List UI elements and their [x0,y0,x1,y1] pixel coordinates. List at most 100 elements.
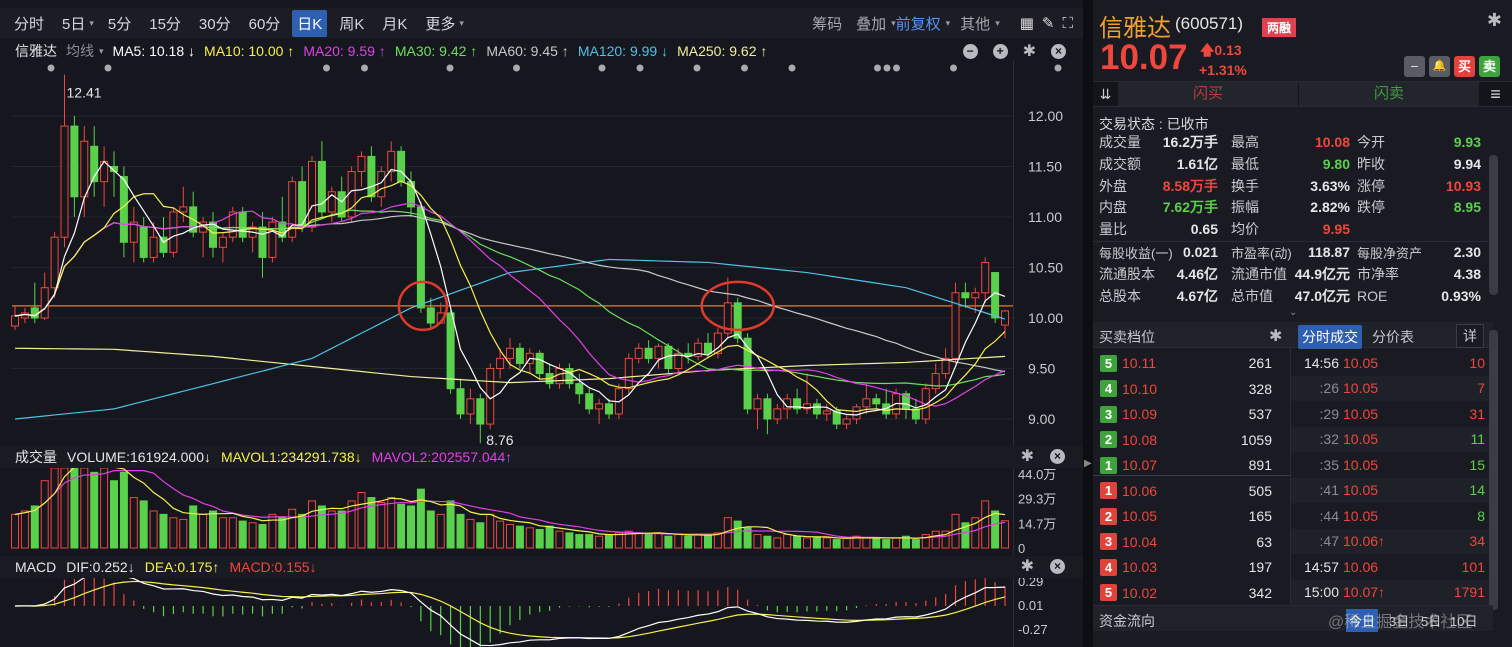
period-tab-3[interactable]: 15分 [149,15,181,33]
volume-bar [90,471,99,549]
overlay-button[interactable]: 叠加 [856,15,887,33]
candle [674,348,683,374]
period-tab-1[interactable]: 5日 [62,15,86,33]
bid-row[interactable]: 2 10.05 165 [1093,505,1290,527]
period-tab-7[interactable]: 周K [339,15,365,33]
tab-price-table[interactable]: 分价表 [1372,329,1414,345]
chevron-down-icon[interactable]: ▾ [99,45,104,56]
candle [466,388,475,425]
bid-row[interactable]: 5 10.02 342 [1093,582,1290,604]
flash-sell-button[interactable]: 闪卖 [1299,82,1479,106]
volume-bar [70,468,79,549]
price-chart[interactable]: 12.00 11.50 11.00 10.50 10.00 9.50 9.00 12.41 8.… [0,60,1083,446]
other-button[interactable]: 其他 [960,15,991,33]
tab-today[interactable]: 今日 [1346,609,1379,632]
tab-time-sales[interactable]: 分时成交 [1298,325,1362,349]
collapse-arrow-icon[interactable]: ▶ [1084,458,1092,469]
gear-icon[interactable]: ✱ [1486,10,1502,30]
price-tick-label: 11.00 [1028,209,1062,225]
chips-button[interactable]: 筹码 [812,15,843,33]
detail-button[interactable]: 详 [1456,324,1484,348]
macd-chart[interactable]: 0.29 0.01 -0.27 [0,578,1083,647]
bid-row[interactable]: 3 10.04 63 [1093,531,1290,553]
volume-chart[interactable]: 44.0万 29.3万 14.7万 0 [0,468,1083,555]
candle [941,348,950,379]
bid-row[interactable]: 1 10.06 505 [1093,480,1290,502]
fullscreen-icon[interactable]: ⛶ [1062,14,1073,32]
sell-button[interactable]: 卖 [1479,56,1500,77]
tab-3day[interactable]: 3日 [1389,614,1410,629]
flash-buy-button[interactable]: 闪买 [1118,82,1298,106]
gear-icon[interactable]: ✱ [1269,328,1283,345]
candle [713,328,722,359]
stat-value: 9.93 [1453,134,1481,150]
candle-body [605,403,613,415]
stat-value: 9.80 [1322,155,1350,172]
candle [872,393,881,409]
period-tab-5[interactable]: 60分 [248,15,281,33]
chevron-down-icon[interactable]: ▾ [995,17,1000,28]
ask-row[interactable]: 1 10.07 891 [1093,454,1290,476]
stat-label: 今开 [1357,134,1385,150]
bid-row[interactable]: 4 10.03 197 [1093,556,1290,578]
volume-title[interactable]: 成交量 [15,449,57,465]
tab-5day[interactable]: 5日 [1421,614,1442,629]
chevron-down-icon[interactable]: ▾ [891,17,896,28]
candle [40,272,49,321]
zoom-in-icon[interactable]: + [992,44,1008,59]
candle-body [278,221,287,238]
close-icon[interactable]: × [1050,559,1065,574]
ask-row[interactable]: 5 10.11 261 [1093,352,1290,374]
menu-icon[interactable]: ≡ [1490,84,1501,104]
candle-body [367,155,376,198]
panel-splitter[interactable]: ▶ [1083,0,1093,647]
chevron-down-icon[interactable]: ▾ [945,17,951,28]
period-tab-8[interactable]: 月K [382,15,408,33]
stat-label: 量比 [1099,221,1127,238]
buy-button[interactable]: 买 [1454,56,1475,77]
chevron-down-icon[interactable]: ⌄ [1289,307,1298,318]
candle [149,222,158,263]
period-tab-6[interactable]: 日K [292,9,328,37]
close-icon[interactable]: × [1051,44,1066,59]
volume-bar [416,488,425,549]
scrollbar[interactable] [1489,330,1498,610]
stats-row: 总股本 4.67亿 总市值 47.0亿元 ROE 0.93% [1093,286,1488,306]
candle-body [783,398,792,410]
period-tab-4[interactable]: 30分 [198,15,231,33]
gear-icon[interactable]: ✱ [1020,448,1034,465]
level-badge: 2 [1100,507,1117,525]
order-price: 10.10 [1122,380,1158,397]
gear-icon[interactable]: ✱ [1022,43,1036,60]
close-icon[interactable]: × [1050,449,1065,464]
ask-row[interactable]: 3 10.09 537 [1093,403,1290,425]
chevron-down-icon[interactable]: ▾ [89,17,94,28]
expand-icon[interactable]: ⇊ [1099,86,1112,102]
adjust-button[interactable]: 前复权 [895,15,941,33]
ask-row[interactable]: 2 10.08 1059 [1093,429,1290,451]
alert-bell-button[interactable]: 🔔 [1429,56,1450,77]
price-tick-label: 10.50 [1028,260,1063,276]
trade-row: 14:57 10.06 101 [1291,554,1489,579]
ma-value-4: MA60: 9.45 ↑ [486,43,569,59]
trade-row: :29 10.05 31 [1291,401,1489,426]
gear-icon[interactable]: ✱ [1020,558,1034,575]
brush-icon[interactable]: ✎ [1041,15,1055,32]
stock-name: 信雅达 [1099,15,1171,42]
macd-title[interactable]: MACD [15,559,57,575]
candle-body [496,357,505,369]
ask-row[interactable]: 4 10.10 328 [1093,378,1290,400]
tab-10day[interactable]: 10日 [1450,614,1478,629]
grid-layout-icon[interactable]: ▦ [1019,15,1034,32]
volume-bar [248,522,257,549]
chevron-down-icon[interactable]: ▾ [459,17,464,28]
period-tab-2[interactable]: 5分 [107,15,132,33]
level-badge: 4 [1100,380,1117,397]
remove-button[interactable]: − [1404,56,1425,77]
ma-type-dropdown[interactable]: 均线 [66,43,94,59]
zoom-out-icon[interactable]: − [962,44,978,59]
period-tab-0[interactable]: 分时 [14,15,45,33]
trade-row: :32 10.05 11 [1291,426,1489,452]
period-tab-9[interactable]: 更多 [425,15,456,33]
scrollbar[interactable] [1489,155,1498,295]
